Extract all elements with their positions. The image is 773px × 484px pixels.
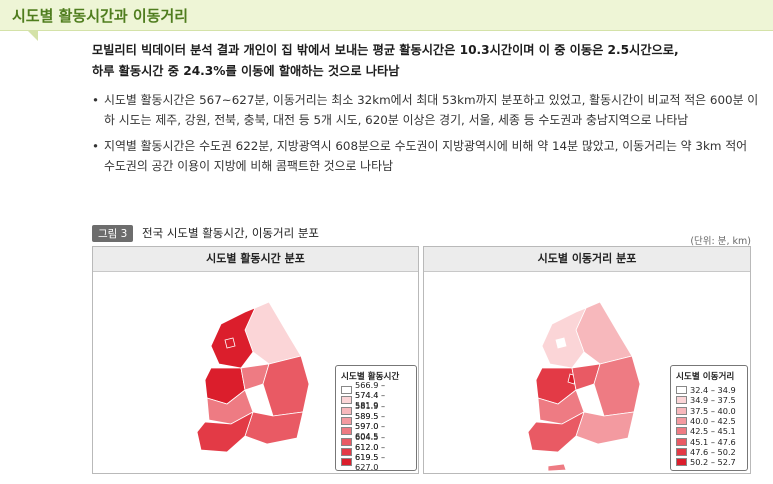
figure-title: 전국 시도별 활동시간, 이동거리 분포: [142, 226, 319, 240]
legend-label: 40.0 – 42.5: [690, 416, 736, 427]
legend-swatch: [676, 406, 687, 415]
legend-item: 566.9 – 574.4: [341, 380, 411, 400]
legend-item: 45.1 – 47.6: [676, 436, 742, 447]
legend-label: 47.6 – 50.2: [690, 446, 736, 457]
legend-swatch: [341, 437, 352, 446]
legend-item: 597.0 – 604.5: [341, 421, 411, 441]
region-seoul: [224, 337, 236, 349]
legend-label: 589.5 – 597.0: [355, 411, 386, 432]
legend-swatch: [341, 386, 352, 395]
region-jeju: [216, 463, 236, 472]
bullet-item: • 지역별 활동시간은 수도권 622분, 지방광역시 608분으로 수도권이 …: [92, 136, 760, 176]
legend-item: 589.5 – 597.0: [341, 411, 411, 431]
legend-label: 574.4 – 581.9: [355, 390, 386, 411]
bullet-marker: •: [92, 139, 100, 153]
legend-item: 32.4 – 34.9: [676, 385, 742, 395]
legend-item: 34.9 – 37.5: [676, 395, 742, 405]
legend-item: 50.2 – 52.7: [676, 457, 742, 467]
legend-label: 42.5 – 45.1: [690, 426, 736, 437]
region-gyeongnam: [575, 411, 635, 445]
legend-label: 604.5 – 612.0: [355, 431, 386, 452]
bullet-text: 지역별 활동시간은 수도권 622분, 지방광역시 608분으로 수도권이 지방…: [104, 139, 748, 173]
left-map-title: 시도별 활동시간 분포: [93, 247, 418, 272]
region-jeonnam: [527, 411, 585, 453]
summary-line-2: 하루 활동시간 중 24.3%를 이동에 할애하는 것으로 나타남: [92, 64, 400, 78]
summary: 모빌리티 빅데이터 분석 결과 개인이 집 밖에서 보내는 평균 활동시간은 1…: [92, 40, 762, 82]
summary-line-1: 모빌리티 빅데이터 분석 결과 개인이 집 밖에서 보내는 평균 활동시간은 1…: [92, 43, 679, 57]
left-map-panel: 시도별 활동시간 분포 시도별 활동시간 566.9 – 574.4 574.4…: [92, 246, 419, 474]
legend-title: 시도별 활동시간: [341, 372, 400, 382]
legend-label: 566.9 – 574.4: [355, 380, 386, 401]
bullet-text: 시도별 활동시간은 567~627분, 이동거리는 최소 32km에서 최대 5…: [104, 93, 759, 127]
section-title: 시도별 활동시간과 이동거리: [12, 7, 189, 25]
legend-swatch: [341, 447, 352, 456]
legend-label: 619.5 – 627.0: [355, 452, 386, 473]
right-map-title: 시도별 이동거리 분포: [424, 247, 750, 272]
legend-item: 42.5 – 45.1: [676, 426, 742, 436]
legend-label: 612.0 – 619.5: [355, 441, 386, 462]
legend-swatch: [676, 386, 687, 395]
legend-label: 32.4 – 34.9: [690, 385, 736, 396]
right-map-panel: 시도별 이동거리 분포 시도별 이동거리 32.4 – 34.9 34.9 – …: [423, 246, 751, 474]
legend-item: 40.0 – 42.5: [676, 416, 742, 426]
legend-label: 50.2 – 52.7: [690, 457, 736, 468]
legend-item: 581.9 – 589.5: [341, 401, 411, 421]
left-map-legend: 시도별 활동시간 566.9 – 574.4 574.4 – 581.9 581…: [335, 365, 417, 472]
legend-swatch: [341, 427, 352, 436]
legend-swatch: [341, 417, 352, 426]
right-map-legend: 시도별 이동거리 32.4 – 34.9 34.9 – 37.5 37.5 – …: [670, 365, 748, 472]
region-gyeongnam: [244, 411, 304, 445]
legend-label: 37.5 – 40.0: [690, 405, 736, 416]
bullet-list: • 시도별 활동시간은 567~627분, 이동거리는 최소 32km에서 최대…: [92, 90, 760, 182]
figure-tag: 그림 3: [92, 225, 134, 242]
legend-swatch: [676, 417, 687, 426]
legend-item: 612.0 – 619.5: [341, 442, 411, 462]
bullet-marker: •: [92, 93, 100, 107]
legend-item: 604.5 – 612.0: [341, 432, 411, 452]
header-marker: [28, 31, 38, 41]
legend-swatch: [676, 437, 687, 446]
legend-swatch: [676, 427, 687, 436]
legend-swatch: [676, 458, 687, 467]
region-gyeongbuk: [262, 355, 310, 417]
legend-swatch: [341, 406, 352, 415]
legend-item: 574.4 – 581.9: [341, 390, 411, 410]
figure-unit: (단위: 분, km): [690, 236, 751, 247]
left-map-svg: [196, 301, 310, 472]
region-jeonnam: [196, 411, 254, 453]
legend-swatch: [676, 447, 687, 456]
bullet-item: • 시도별 활동시간은 567~627분, 이동거리는 최소 32km에서 최대…: [92, 90, 760, 130]
legend-swatch: [341, 458, 352, 467]
right-map-svg: [527, 301, 641, 472]
legend-item: 37.5 – 40.0: [676, 406, 742, 416]
legend-swatch: [341, 396, 352, 405]
legend-item: 47.6 – 50.2: [676, 447, 742, 457]
region-gyeongbuk: [593, 355, 641, 417]
legend-label: 581.9 – 589.5: [355, 400, 386, 421]
legend-swatch: [676, 396, 687, 405]
legend-item: 619.5 – 627.0: [341, 452, 411, 472]
region-seoul: [555, 337, 567, 349]
legend-label: 34.9 – 37.5: [690, 395, 736, 406]
region-jeju: [547, 463, 567, 472]
legend-label: 45.1 – 47.6: [690, 436, 736, 447]
legend-label: 597.0 – 604.5: [355, 421, 386, 442]
legend-title: 시도별 이동거리: [676, 372, 735, 382]
section-header: 시도별 활동시간과 이동거리: [0, 0, 773, 31]
